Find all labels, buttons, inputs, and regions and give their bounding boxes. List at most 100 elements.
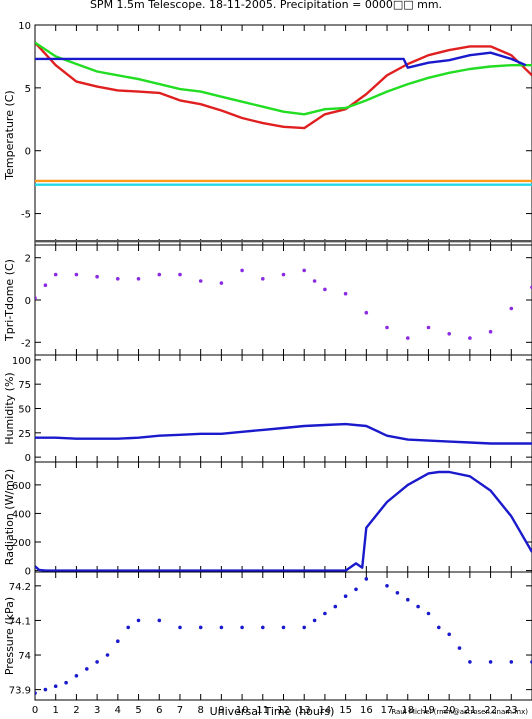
series-point-blue — [43, 687, 48, 692]
series-point-purple — [385, 325, 389, 330]
series-point-blue — [116, 639, 120, 643]
series-point-blue — [333, 604, 338, 609]
series-point-purple — [281, 272, 286, 277]
series-group — [35, 422, 532, 445]
plot-frame — [34, 354, 532, 463]
y-tick-label: 73.9 — [9, 686, 31, 697]
series-line-blue — [35, 470, 532, 572]
y-axis-label: Humidity (%) — [3, 372, 16, 444]
series-point-blue — [364, 577, 369, 581]
series-point-purple — [116, 277, 120, 281]
y-tick-label: 100 — [12, 356, 31, 367]
x-tick-label: 13 — [298, 705, 311, 716]
series-point-blue — [198, 625, 203, 630]
series-point-purple — [95, 274, 99, 279]
series-point-blue — [136, 618, 141, 623]
y-axis-label: Radiation (W/m2) — [3, 469, 16, 565]
series-point-blue — [416, 604, 420, 609]
series-line-blue — [35, 422, 532, 445]
series-point-purple — [43, 283, 48, 288]
series-point-blue — [105, 653, 110, 657]
series-point-purple — [509, 306, 514, 311]
series-point-blue — [406, 597, 410, 602]
y-tick-label: 0 — [25, 147, 31, 158]
x-tick-label: 12 — [277, 705, 290, 716]
series-line-green — [35, 41, 532, 116]
series-point-purple — [53, 272, 58, 277]
credit-label: Raul Michel (rmm@astrosen.unam.mx) — [391, 708, 528, 716]
y-tick-label: 25 — [18, 429, 31, 440]
plot-frame — [34, 571, 532, 701]
panel-2: 2 0 -2 Tpri-Tdome (C) — [3, 244, 532, 356]
y-tick-label: 400 — [12, 509, 31, 520]
series-point-purple — [343, 291, 348, 296]
y-tick-label: 0 — [25, 296, 31, 307]
series-point-purple — [364, 310, 369, 315]
series-point-blue — [85, 667, 89, 671]
series-point-blue — [64, 680, 68, 685]
series-point-purple — [219, 281, 224, 285]
series-point-purple — [157, 272, 162, 277]
series-point-blue — [488, 660, 493, 664]
y-tick-label: 74 — [18, 651, 31, 662]
series-point-blue — [312, 618, 317, 623]
y-tick-label: 74.1 — [9, 616, 31, 627]
x-tick-label: 16 — [360, 705, 373, 716]
x-tick-label: 18 — [401, 705, 414, 716]
y-tick-label: 200 — [12, 538, 31, 549]
y-axis-label: Pressure (kPa) — [3, 597, 16, 675]
series-point-purple — [178, 272, 182, 277]
series-point-purple — [468, 336, 472, 340]
series-point-blue — [323, 611, 327, 616]
series-point-blue — [468, 660, 472, 664]
x-tick-label: 6 — [156, 705, 162, 716]
x-axis-label: Universal Time (hours) — [210, 705, 335, 718]
x-tick-label: 10 — [236, 705, 249, 716]
series-point-blue — [178, 625, 182, 630]
series-group — [35, 577, 532, 695]
y-tick-label: 74.2 — [9, 582, 31, 593]
x-tick-label: 7 — [177, 705, 183, 716]
x-tick-label: 21 — [464, 705, 477, 716]
series-point-blue — [74, 674, 79, 678]
series-point-purple — [426, 325, 431, 330]
series-point-purple — [447, 332, 452, 336]
y-tick-label: 75 — [18, 380, 31, 391]
series-point-purple — [198, 279, 203, 283]
series-point-blue — [53, 684, 58, 688]
series-point-blue — [395, 591, 400, 595]
series-point-purple — [35, 296, 37, 300]
series-point-purple — [488, 329, 493, 334]
figure-title: SPM 1.5m Telescope. 18-11-2005. Precipit… — [90, 0, 442, 11]
y-axis-label: Tpri-Tdome (C) — [3, 259, 16, 342]
series-point-purple — [261, 277, 265, 281]
series-point-blue — [509, 660, 514, 664]
series-group — [35, 470, 532, 572]
plot-frame — [34, 244, 532, 356]
x-tick-label: 15 — [339, 705, 352, 716]
series-point-purple — [74, 272, 79, 277]
series-point-blue — [219, 625, 224, 630]
series-point-blue — [354, 587, 358, 592]
series-point-blue — [35, 691, 37, 695]
x-tick-label: 20 — [443, 705, 456, 716]
y-axis-label: Temperature (C) — [3, 90, 16, 180]
series-point-blue — [447, 632, 452, 637]
x-tick-label: 5 — [135, 705, 141, 716]
panel-3: 0 25 50 75 100 Humidity (%) — [3, 354, 532, 464]
series-point-blue — [157, 618, 162, 623]
series-point-blue — [126, 625, 130, 630]
series-point-blue — [240, 625, 244, 630]
series-point-blue — [95, 660, 99, 664]
series-point-blue — [261, 625, 265, 630]
y-tick-label: -2 — [21, 338, 31, 349]
x-tick-label: 1 — [53, 705, 59, 716]
x-tick-label: 23 — [505, 705, 518, 716]
x-tick-label: 11 — [256, 705, 269, 716]
series-point-purple — [136, 277, 141, 281]
y-tick-label: 0 — [25, 453, 31, 464]
x-tick-label: 3 — [94, 705, 100, 716]
y-tick-label: 50 — [18, 405, 31, 416]
